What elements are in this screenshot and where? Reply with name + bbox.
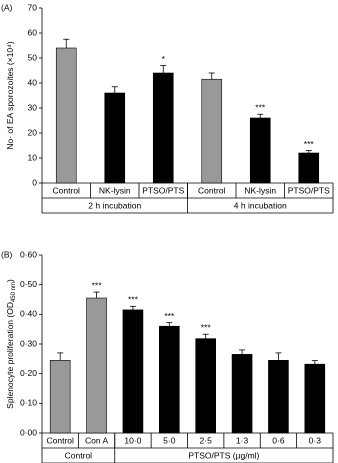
x-tick-label: 2·5 [200,435,213,445]
y-axis-label: Splenocyte proliferation (OD450 nm) [5,279,16,409]
x-tick-label: NK-lysin [99,185,131,195]
y-tick-label: 60 [28,27,38,37]
x-tick-label: 0·6 [272,435,285,445]
bar [304,363,326,434]
bar [122,309,144,434]
y-tick-label: 0·40 [20,309,37,319]
y-axis-label-suffix: ) [5,279,15,282]
x-tick-label: 5·0 [163,435,176,445]
y-axis-label-subscript: 450 nm [11,282,17,302]
x-tick-label: Control [53,185,81,195]
significance: *** [92,280,103,290]
y-tick-label: 40 [28,77,38,87]
y-tick-label: 0 [32,177,37,187]
y-tick-label: 0·10 [20,398,37,408]
bar [195,338,216,434]
significance: * [162,54,166,64]
y-axis-label-text: No· of EA sporozoites (×10⁴) [5,41,15,149]
x-tick-label: 10·0 [124,435,141,445]
bar [104,92,126,184]
bar [231,354,253,434]
group-label: 2 h incubation [88,200,141,210]
bar [55,47,77,184]
bar [49,360,71,434]
x-tick-label: PTSO/PTS [288,185,330,195]
panel-label: (B) [1,249,13,259]
panel-label: (A) [1,2,13,12]
bar [152,72,174,184]
x-tick-label: NK-lysin [244,185,276,195]
x-tick-label: 0·3 [309,435,322,445]
significance: *** [164,311,175,321]
y-tick-label: 70 [28,2,38,12]
x-tick-label: 1·3 [236,435,249,445]
group-label: PTSO/PTS (µg/ml) [188,450,259,460]
y-tick-label: 0·30 [20,338,37,348]
y-tick-label: 10 [28,152,38,162]
y-tick-label: 20 [28,127,38,137]
y-tick-label: 50 [28,52,38,62]
group-label: Control [65,450,93,460]
y-axis-label: No· of EA sporozoites (×10⁴) [5,41,15,149]
x-tick-label: PTSO/PTS [142,185,184,195]
bar [159,325,180,434]
bar [201,78,223,184]
y-tick-label: 30 [28,102,38,112]
y-tick-label: 0·20 [20,368,37,378]
bar [298,152,320,184]
bar [86,297,107,434]
significance: *** [304,139,315,149]
x-tick-label: Con A [85,435,108,445]
x-tick-label: Control [46,435,74,445]
group-label: 4 h incubation [234,200,287,210]
significance: *** [201,322,212,332]
significance: *** [128,295,139,305]
y-tick-label: 0·50 [20,279,37,289]
y-tick-label: 0·60 [20,249,37,259]
bar [249,117,271,184]
bar [268,360,289,434]
y-axis-label-text: Splenocyte proliferation (OD [5,302,15,409]
x-tick-label: Control [198,185,226,195]
y-tick-label: 0·00 [20,427,37,437]
significance: *** [255,103,266,113]
